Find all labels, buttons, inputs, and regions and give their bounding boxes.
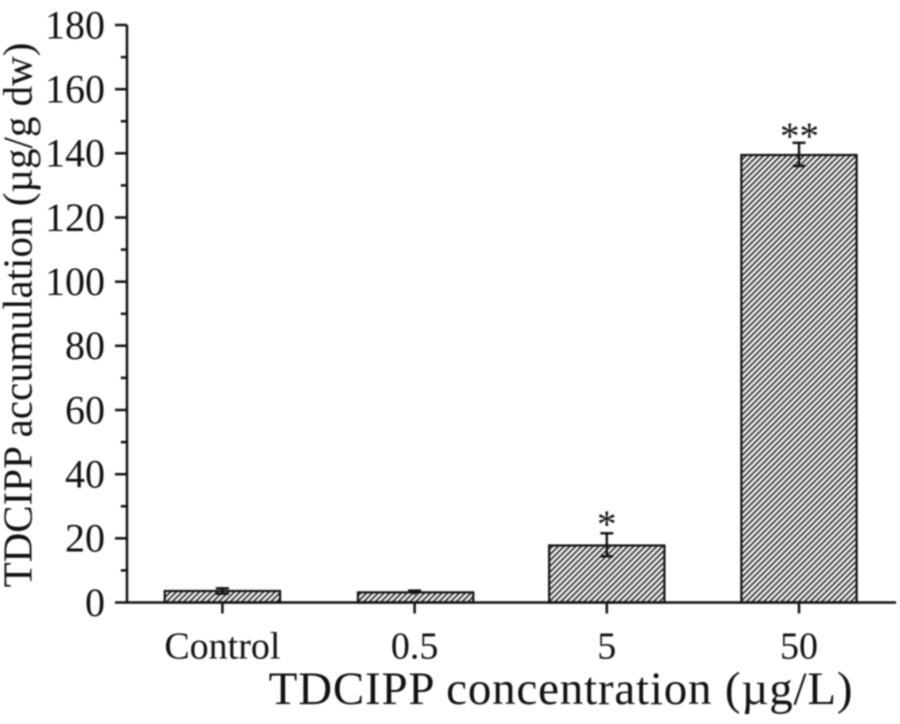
svg-text:120: 120: [45, 195, 105, 240]
svg-text:**: **: [780, 115, 819, 158]
svg-text:180: 180: [45, 2, 105, 47]
svg-text:60: 60: [65, 387, 105, 432]
svg-text:140: 140: [45, 131, 105, 176]
svg-text:80: 80: [65, 323, 105, 368]
svg-text:TDCIPP concentration (µg/L): TDCIPP concentration (µg/L): [269, 663, 854, 715]
svg-text:50: 50: [780, 626, 818, 668]
svg-text:100: 100: [45, 259, 105, 304]
svg-text:20: 20: [65, 516, 105, 561]
svg-text:Control: Control: [164, 626, 280, 668]
svg-text:160: 160: [45, 67, 105, 112]
svg-text:40: 40: [65, 452, 105, 497]
svg-text:TDCIPP accumulation (µg/g dw): TDCIPP accumulation (µg/g dw): [0, 43, 41, 588]
svg-text:5: 5: [597, 626, 616, 668]
svg-text:0: 0: [85, 580, 105, 625]
svg-text:*: *: [597, 503, 617, 546]
svg-text:0.5: 0.5: [391, 626, 439, 668]
